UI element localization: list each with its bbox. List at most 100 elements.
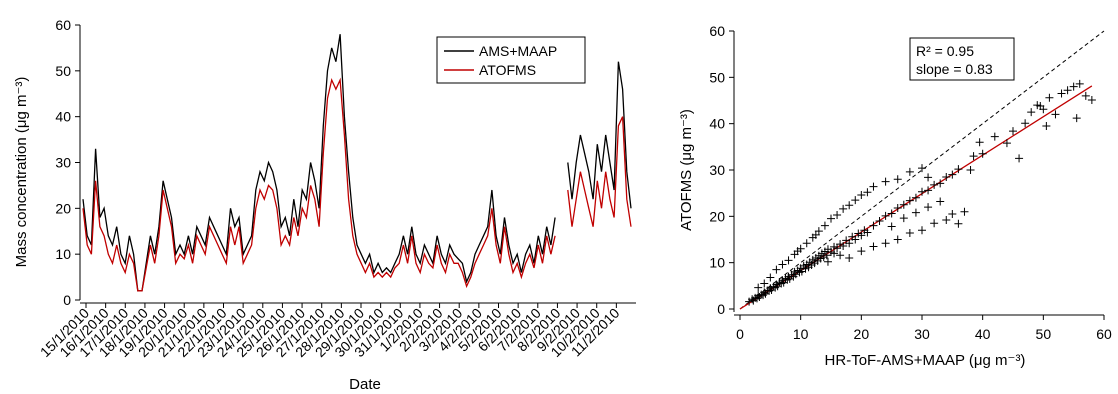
scatter-point: [839, 204, 848, 213]
scatter-point: [1027, 108, 1036, 117]
scatter-point: [851, 196, 860, 205]
right-x-axis-title: HR-ToF-AMS+MAAP (μg m⁻³): [825, 352, 1026, 369]
scatter-point: [905, 196, 914, 205]
scatter-point: [899, 200, 908, 209]
right-x-tick-label: 40: [975, 326, 991, 342]
legend-label-atofms: ATOFMS: [479, 62, 536, 78]
scatter-point: [893, 235, 902, 244]
scatter-point: [954, 165, 963, 174]
scatter-point: [1042, 121, 1051, 130]
right-y-tick-label: 60: [709, 23, 725, 39]
scatter-point: [966, 166, 975, 174]
scatter-point: [845, 201, 854, 210]
left-y-tick-label: 20: [55, 200, 71, 216]
scatter-point: [823, 257, 832, 266]
one-to-one-line: [739, 30, 1105, 310]
scatter-point: [942, 172, 951, 181]
scatter-point: [869, 221, 878, 230]
scatter-point: [1072, 114, 1081, 123]
right-y-tick-label: 0: [717, 301, 725, 317]
scatter-point: [784, 256, 793, 265]
fit-annotation: R² = 0.95 slope = 0.83: [909, 37, 1015, 81]
scatter-point: [851, 235, 860, 244]
series-line-ams-maap: [82, 34, 632, 292]
scatter-point: [1069, 82, 1078, 91]
scatter-point: [760, 279, 769, 288]
scatter-point: [948, 170, 957, 179]
scatter-point: [1081, 91, 1090, 100]
scatter-point: [881, 239, 890, 248]
fit-annotation-box: [909, 37, 1015, 81]
scatter-point: [1087, 96, 1096, 105]
scatter-point: [918, 164, 926, 173]
scatter-point: [869, 182, 878, 191]
scatter-point: [1075, 79, 1084, 88]
scatter-point: [778, 260, 787, 269]
time-series-chart: 010203040506015/1/201016/1/201017/1/2010…: [13, 17, 636, 393]
r-squared-label: R² = 0.95: [916, 43, 974, 59]
scatter-point: [936, 197, 945, 206]
left-y-tick-label: 60: [55, 17, 71, 33]
scatter-point: [1057, 89, 1066, 98]
scatter-point: [924, 186, 933, 195]
scatter-point: [893, 175, 902, 184]
scatter-point: [869, 242, 878, 251]
right-x-tick-label: 20: [854, 326, 870, 342]
left-x-axis-title: Date: [349, 376, 381, 393]
right-x-tick-label: 30: [914, 326, 930, 342]
scatter-point: [905, 229, 914, 238]
time-series-axes: 010203040506015/1/201016/1/201017/1/2010…: [37, 17, 636, 360]
scatter-point: [936, 179, 945, 188]
scatter-point: [830, 249, 839, 258]
scatter-point: [930, 219, 939, 228]
scatter-point: [802, 239, 811, 248]
scatter-point: [905, 167, 914, 176]
right-y-axis-title: ATOFMS (μg m⁻³): [678, 109, 695, 231]
right-x-tick-label: 50: [1036, 326, 1052, 342]
scatter-point: [948, 210, 957, 219]
scatter-point: [1002, 139, 1011, 148]
scatter-point: [811, 230, 820, 239]
scatter-point: [881, 211, 890, 220]
legend-label-ams-maap: AMS+MAAP: [479, 43, 557, 59]
scatter-point: [881, 177, 890, 186]
scatter-point: [833, 210, 842, 219]
legend: AMS+MAAP ATOFMS: [436, 36, 586, 84]
scatter-point: [942, 216, 951, 225]
scatter-point: [1036, 102, 1045, 111]
left-y-tick-label: 30: [55, 155, 71, 171]
time-series-lines: [82, 34, 632, 292]
right-y-tick-label: 30: [709, 162, 725, 178]
left-y-tick-label: 0: [63, 292, 71, 308]
series-line-atofms: [82, 77, 632, 292]
right-x-tick-label: 0: [736, 326, 744, 342]
scatter-point: [990, 132, 999, 141]
scatter-point: [954, 219, 963, 228]
right-y-tick-label: 20: [709, 208, 725, 224]
right-y-tick-label: 40: [709, 116, 725, 132]
scatter-point: [766, 273, 775, 282]
scatter-point: [1015, 154, 1024, 163]
scatter-point: [836, 251, 845, 260]
scatter-point: [822, 251, 831, 260]
scatter-point: [857, 231, 866, 240]
scatter-point: [791, 270, 800, 279]
scatter-point: [911, 193, 920, 202]
scatter-point: [887, 209, 896, 218]
right-x-tick-label: 60: [1096, 326, 1112, 342]
right-x-tick-label: 10: [793, 326, 809, 342]
slope-label: slope = 0.83: [916, 61, 993, 77]
scatter-point: [863, 228, 872, 237]
scatter-point: [887, 222, 896, 231]
scatter-point: [754, 283, 763, 292]
left-y-tick-label: 50: [55, 63, 71, 79]
scatter-point: [772, 265, 781, 274]
scatter-point: [1021, 119, 1030, 128]
scatter-point: [833, 244, 842, 253]
scatter-point: [863, 188, 872, 197]
scatter-point: [918, 187, 926, 196]
scatter-point: [857, 247, 866, 256]
scatter-point: [839, 241, 848, 250]
scatter-point: [827, 214, 835, 223]
